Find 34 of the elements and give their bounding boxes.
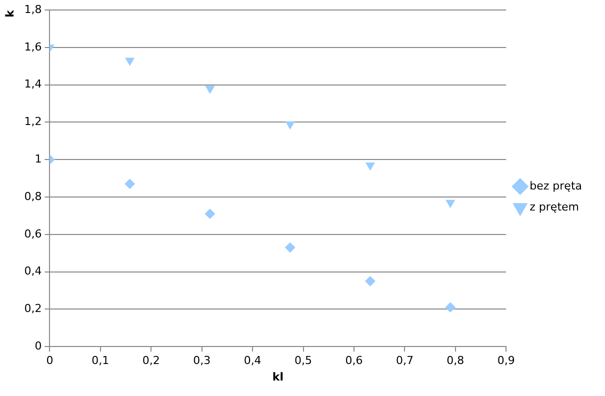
y-tick-label: 0,6 bbox=[24, 227, 42, 240]
point bbox=[285, 242, 296, 252]
point bbox=[366, 162, 375, 170]
x-tick-label: 0,7 bbox=[396, 354, 414, 368]
legend-label: z prętem bbox=[530, 200, 579, 214]
x-tick-label: 0,6 bbox=[345, 354, 363, 368]
y-tick-label: 1,6 bbox=[24, 40, 42, 54]
point bbox=[124, 178, 135, 189]
x-axis-title: kl bbox=[272, 370, 284, 384]
x-tick-label: 0,9 bbox=[497, 354, 515, 368]
y-tick-label: 1 bbox=[34, 152, 42, 166]
x-tick-label: 0,5 bbox=[294, 354, 312, 368]
x-tick-label: 0,3 bbox=[193, 354, 211, 368]
x-tick-label: 0 bbox=[46, 354, 54, 368]
x-tick-label: 0,8 bbox=[446, 354, 464, 368]
y-tick-label: 0,2 bbox=[24, 302, 42, 316]
legend-label: bez pręta bbox=[530, 179, 582, 192]
point bbox=[206, 86, 214, 94]
point bbox=[446, 200, 455, 208]
x-tick-label: 0,1 bbox=[92, 354, 110, 368]
y-axis-title: k bbox=[3, 9, 16, 18]
point bbox=[204, 208, 215, 219]
x-tick-label: 0,4 bbox=[244, 354, 262, 368]
y-tick-label: 1,8 bbox=[24, 2, 42, 16]
point bbox=[286, 121, 294, 130]
point bbox=[125, 58, 134, 66]
y-tick-label: 1,4 bbox=[24, 78, 42, 91]
x-tick-label: 0,2 bbox=[142, 354, 160, 368]
y-tick-label: 1,2 bbox=[24, 115, 42, 128]
point bbox=[365, 276, 376, 286]
point bbox=[445, 302, 456, 312]
y-tick-label: 0,8 bbox=[24, 190, 42, 203]
y-tick-label: 0 bbox=[34, 339, 42, 352]
y-tick-label: 0,4 bbox=[24, 264, 42, 278]
